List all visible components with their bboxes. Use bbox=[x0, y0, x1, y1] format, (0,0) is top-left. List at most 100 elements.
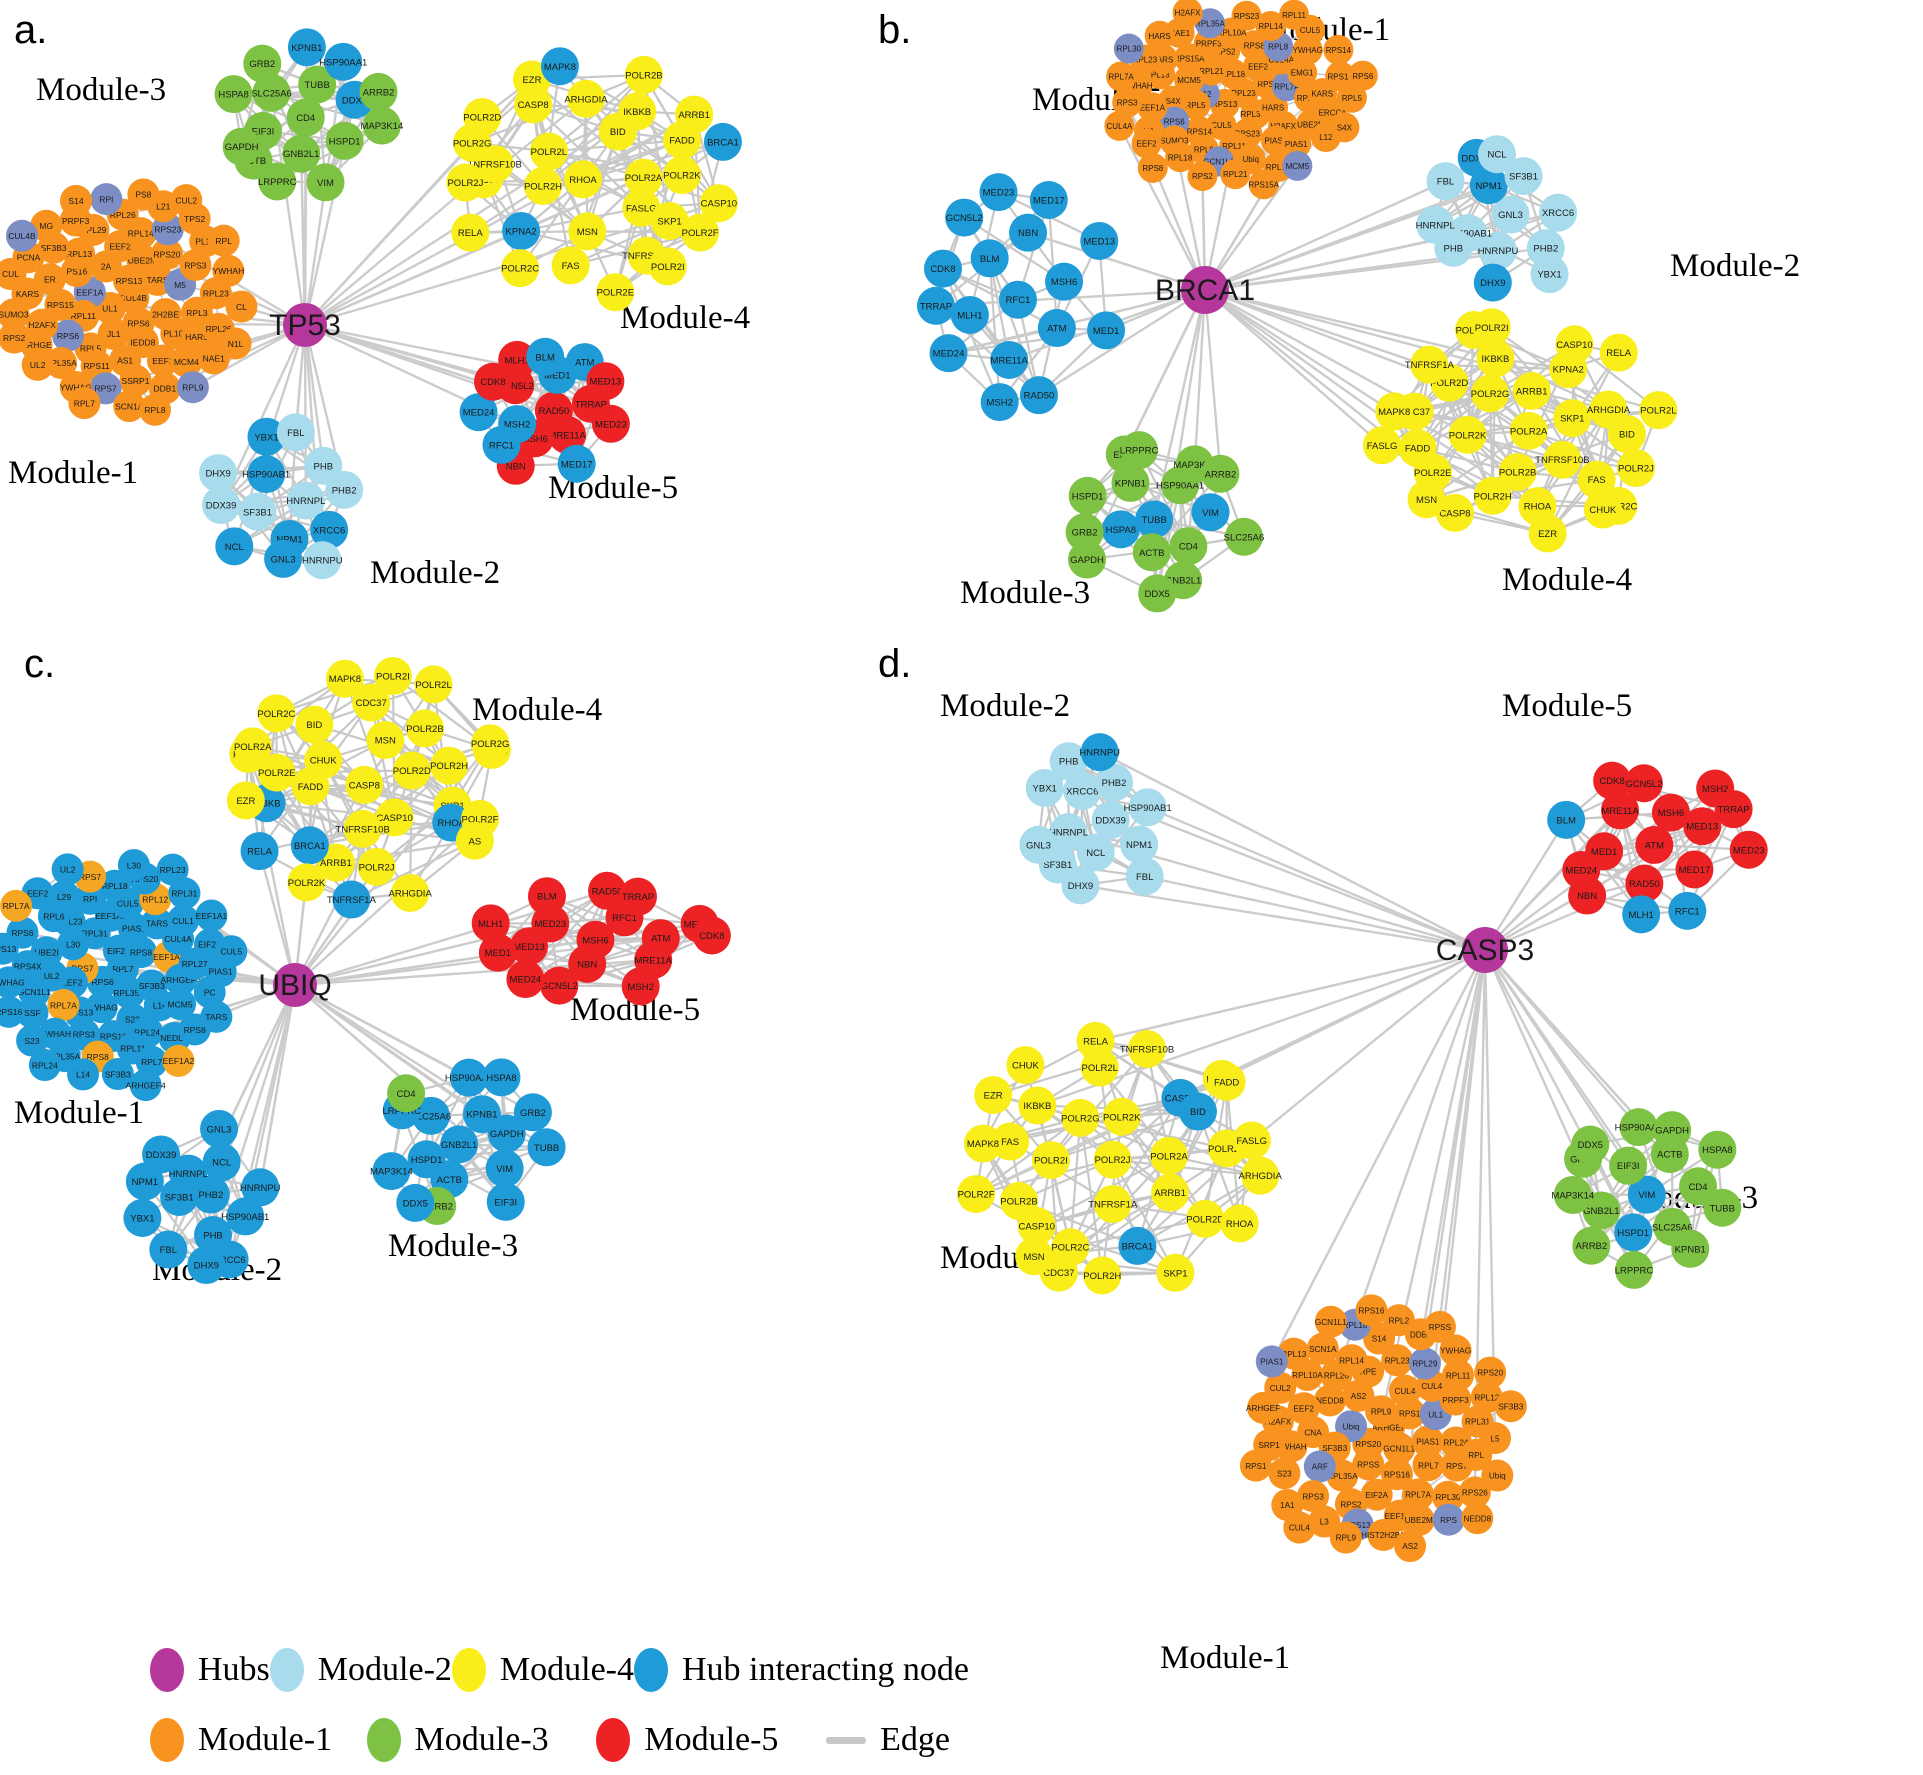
node-ul2[interactable]: UL2 bbox=[21, 348, 54, 381]
node-rpl35a[interactable]: RPL35A bbox=[1194, 8, 1226, 39]
node-rpl23[interactable]: RPL23 bbox=[156, 853, 189, 886]
node-arhgef4[interactable]: ARHGEF4 bbox=[126, 1069, 166, 1102]
node-msh2[interactable]: MSH2 bbox=[980, 383, 1019, 422]
node-l29[interactable]: L29 bbox=[48, 880, 81, 913]
node-dhx9[interactable]: DHX9 bbox=[1473, 263, 1512, 302]
node-tubb[interactable]: TUBB bbox=[527, 1128, 566, 1167]
node-hspd1[interactable]: HSPD1 bbox=[407, 1140, 446, 1179]
hub-node-ubiq[interactable]: UBIQ bbox=[258, 963, 332, 1007]
node-rps20[interactable]: RPS20 bbox=[1474, 1356, 1507, 1389]
node-rhoa[interactable]: RHOA bbox=[1220, 1204, 1259, 1243]
node-chuk[interactable]: CHUK bbox=[304, 741, 343, 780]
node-arhgdia[interactable]: ARHGDIA bbox=[564, 79, 608, 118]
node-msn[interactable]: MSN bbox=[568, 212, 607, 251]
node-as2[interactable]: AS2 bbox=[1394, 1530, 1427, 1563]
node-hnrnpl[interactable]: HNRNPL bbox=[169, 1154, 208, 1193]
node-polr2l[interactable]: POLR2L bbox=[1639, 391, 1678, 430]
node-ikbkb[interactable]: IKBKB bbox=[1018, 1086, 1057, 1125]
node-mcm5[interactable]: MCM5 bbox=[1174, 64, 1205, 95]
node-ikbkb[interactable]: IKBKB bbox=[618, 92, 657, 131]
node-rpss[interactable]: RPSS bbox=[1423, 1310, 1456, 1343]
node-rpl7[interactable]: RPL7 bbox=[68, 387, 101, 420]
hub-node-brca1[interactable]: BRCA1 bbox=[1155, 266, 1255, 314]
node-rpl11[interactable]: RPL11 bbox=[1279, 0, 1310, 30]
node-rpl7a[interactable]: RPL7A bbox=[0, 889, 33, 922]
node-sf3b3[interactable]: SF3B3 bbox=[1494, 1390, 1527, 1423]
node-msh2[interactable]: MSH2 bbox=[621, 967, 660, 1006]
node-rpi[interactable]: RPI bbox=[90, 183, 123, 216]
node-rpl8[interactable]: RPL8 bbox=[139, 393, 172, 426]
node-eef1a[interactable]: EEF1A bbox=[1137, 92, 1168, 123]
node-cdk8[interactable]: CDK8 bbox=[692, 916, 731, 955]
node-lrpprc[interactable]: LRPPRC bbox=[1615, 1250, 1654, 1289]
node-mapk8[interactable]: MAPK8 bbox=[1375, 392, 1414, 431]
node-atm[interactable]: ATM bbox=[1635, 825, 1674, 864]
node-atm[interactable]: ATM bbox=[641, 919, 680, 958]
node-med23[interactable]: MED23 bbox=[979, 173, 1018, 212]
node-mlh1[interactable]: MLH1 bbox=[471, 904, 510, 943]
node-ncl[interactable]: NCL bbox=[1076, 833, 1115, 872]
node-tubb[interactable]: TUBB bbox=[298, 65, 337, 104]
node-med1[interactable]: MED1 bbox=[478, 933, 517, 972]
node-polr2e[interactable]: POLR2E bbox=[596, 273, 635, 312]
node-rpl21[interactable]: RPL21 bbox=[1220, 159, 1251, 190]
node-sf3b1[interactable]: SF3B1 bbox=[1504, 157, 1543, 196]
node-arrb1[interactable]: ARRB1 bbox=[1512, 371, 1551, 410]
node-l5[interactable]: L5 bbox=[1479, 1422, 1512, 1455]
node-ybx1[interactable]: YBX1 bbox=[247, 417, 286, 456]
node-hist2h2be[interactable]: HIST2H2BE bbox=[1361, 1519, 1406, 1552]
node-hspa8[interactable]: HSPA8 bbox=[1698, 1130, 1737, 1169]
node-map3k14[interactable]: MAP3K14 bbox=[1551, 1175, 1594, 1214]
node-rfc1[interactable]: RFC1 bbox=[1668, 891, 1707, 930]
node-polr2a[interactable]: POLR2A bbox=[1509, 411, 1548, 450]
node-faslg[interactable]: FASLG bbox=[1363, 426, 1402, 465]
node-hnrnpu[interactable]: HNRNPU bbox=[1079, 733, 1120, 772]
node-vim[interactable]: VIM bbox=[1191, 493, 1230, 532]
node-eif2a[interactable]: EIF2A bbox=[1360, 1478, 1393, 1511]
node-fbl[interactable]: FBL bbox=[1125, 857, 1164, 896]
node-arrb2[interactable]: ARRB2 bbox=[1201, 454, 1240, 493]
node-ybx1[interactable]: YBX1 bbox=[1530, 255, 1569, 294]
node-rad50[interactable]: RAD50 bbox=[1625, 864, 1664, 903]
node-msn[interactable]: MSN bbox=[1407, 480, 1446, 519]
node-fas[interactable]: FAS bbox=[1577, 460, 1616, 499]
node-polr2d[interactable]: POLR2D bbox=[463, 98, 501, 137]
node-cdc37[interactable]: CDC37 bbox=[352, 683, 391, 722]
node-rfc1[interactable]: RFC1 bbox=[998, 280, 1037, 319]
node-ezr[interactable]: EZR bbox=[226, 781, 265, 820]
node-dhx9[interactable]: DHX9 bbox=[199, 454, 238, 493]
node-xrcc6[interactable]: XRCC6 bbox=[1063, 771, 1102, 810]
node-grb2[interactable]: GRB2 bbox=[243, 44, 282, 83]
node-mcm5[interactable]: MCM5 bbox=[1282, 150, 1313, 181]
node-ncl[interactable]: NCL bbox=[202, 1143, 241, 1182]
node-msn[interactable]: MSN bbox=[366, 721, 405, 760]
node-tars[interactable]: TARS bbox=[200, 1000, 233, 1033]
node-med17[interactable]: MED17 bbox=[1029, 180, 1068, 219]
node-tnfrsf10b[interactable]: TNFRSF10B bbox=[1535, 440, 1590, 479]
node-hspd1[interactable]: HSPD1 bbox=[1068, 476, 1107, 515]
node-rfc1[interactable]: RFC1 bbox=[482, 425, 521, 464]
node-gcn5l2[interactable]: GCN5L2 bbox=[945, 198, 984, 237]
node-skp1[interactable]: SKP1 bbox=[650, 201, 689, 240]
node-ddx5[interactable]: DDX5 bbox=[1571, 1125, 1610, 1164]
node-l30[interactable]: L30 bbox=[117, 849, 150, 882]
node-polr2a[interactable]: POLR2A bbox=[233, 727, 272, 766]
node-gnl3[interactable]: GNL3 bbox=[200, 1109, 239, 1148]
node-kpnb1[interactable]: KPNB1 bbox=[1111, 463, 1150, 502]
node-casp8[interactable]: CASP8 bbox=[1436, 493, 1475, 532]
node-mre11a[interactable]: MRE11A bbox=[548, 415, 586, 454]
node-cl[interactable]: CL bbox=[225, 290, 258, 323]
node-pias1[interactable]: PIAS1 bbox=[1255, 1345, 1288, 1378]
node-ddx5[interactable]: DDX5 bbox=[396, 1183, 435, 1222]
node-mre11a[interactable]: MRE11A bbox=[990, 340, 1029, 379]
node-ddx39[interactable]: DDX39 bbox=[202, 486, 241, 525]
node-gnb2l1[interactable]: GNB2L1 bbox=[1582, 1191, 1621, 1230]
node-rps16[interactable]: RPS16 bbox=[1355, 1294, 1388, 1327]
node-cd4[interactable]: CD4 bbox=[286, 98, 325, 137]
node-polr2k[interactable]: POLR2K bbox=[1102, 1097, 1141, 1136]
node-phb[interactable]: PHB bbox=[1049, 742, 1088, 781]
node-rps23[interactable]: RPS23 bbox=[1231, 0, 1262, 31]
node-rps3[interactable]: RPS3 bbox=[1297, 1480, 1330, 1513]
node-polr2i[interactable]: POLR2I bbox=[648, 247, 687, 286]
node-arrb2[interactable]: ARRB2 bbox=[1572, 1226, 1611, 1265]
